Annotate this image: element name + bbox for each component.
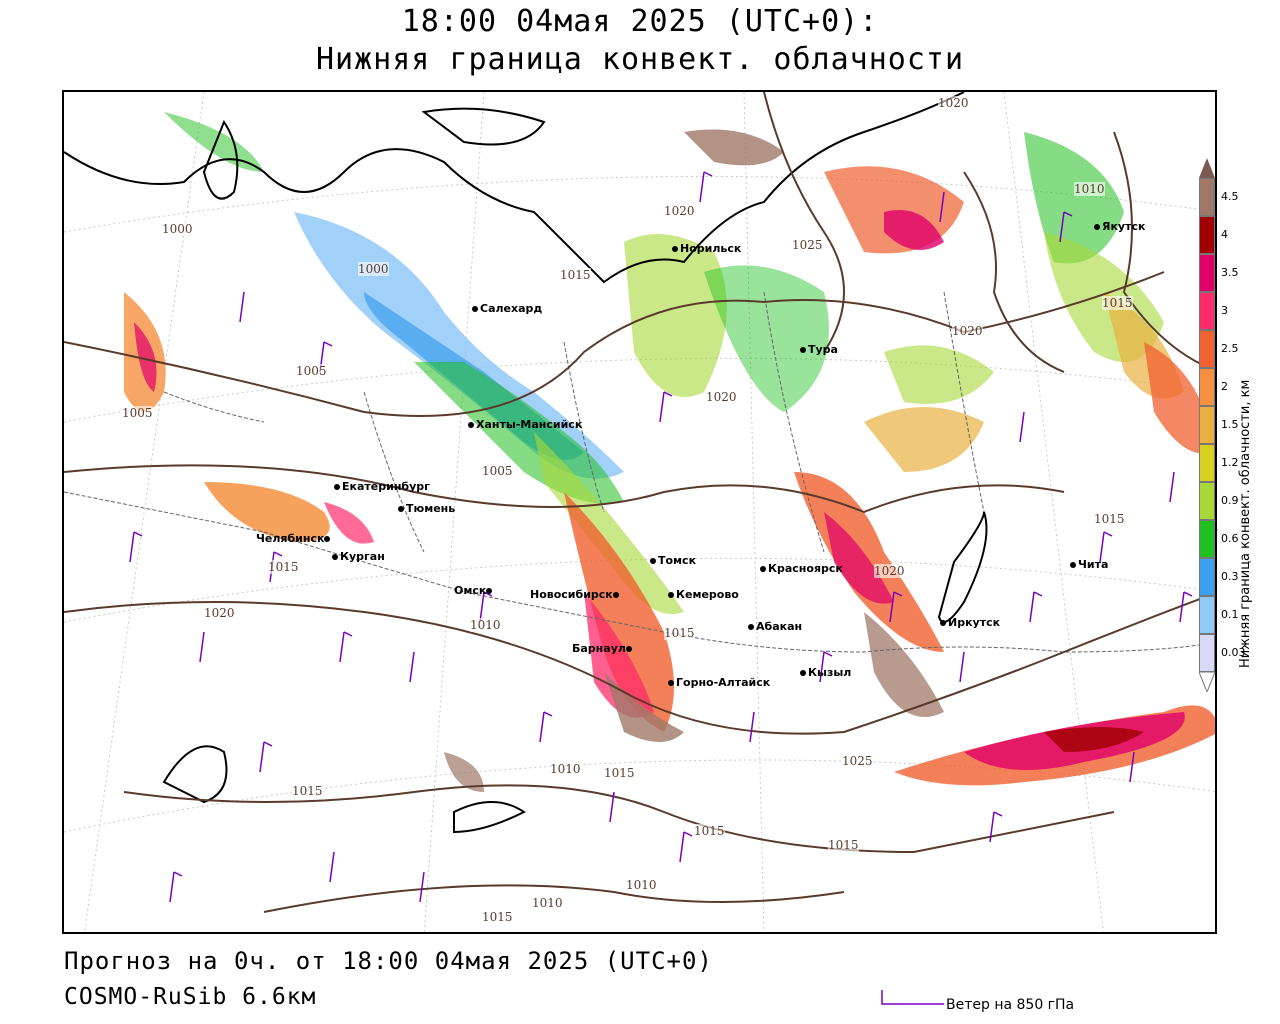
city-chelyabinsk: Челябинск (256, 532, 332, 545)
color-legend: 4.5 4 3.5 3 2.5 2 1.5 1.2 0.9 0.6 0.3 0.… (1199, 158, 1246, 692)
isobar-label: 1025 (842, 754, 873, 768)
legend-label: 0.3 (1221, 570, 1239, 583)
isobar-label: 1010 (626, 878, 657, 892)
legend-label: 0.9 (1221, 494, 1239, 507)
isobar-label: 1000 (358, 262, 389, 276)
isobar-label: 1005 (122, 406, 153, 420)
isobar-label: 1005 (482, 464, 513, 478)
legend-label: 1.5 (1221, 418, 1239, 431)
model-name: COSMO-RuSib 6.6км (64, 984, 317, 1010)
city-ekaterinburg: Екатеринбург (334, 480, 430, 493)
legend-label: 0.03 (1221, 646, 1246, 659)
isobar-label: 1010 (532, 896, 563, 910)
isobar-label: 1025 (792, 238, 823, 252)
city-yakutsk: Якутск (1094, 220, 1145, 233)
city-norilsk: Норильск (672, 242, 741, 255)
map-area: Норильск Якутск Салехард Тура Ханты-Манс… (62, 90, 1217, 934)
isobar-label: 1015 (694, 824, 725, 838)
legend-label: 4 (1221, 228, 1228, 241)
legend-title: Нижняя граница конвект. облачности, км (1238, 379, 1253, 668)
city-tomsk: Томск (650, 554, 696, 567)
isobar-label: 1015 (664, 626, 695, 640)
city-salekhard: Салехард (472, 302, 542, 315)
legend-swatch (1199, 444, 1215, 482)
legend-bottom-arrow (1199, 672, 1216, 692)
isobar-label: 1020 (664, 204, 695, 218)
legend-swatch (1199, 482, 1215, 520)
forecast-info: Прогноз на 0ч. от 18:00 04мая 2025 (UTC+… (64, 947, 713, 975)
legend-swatch (1199, 520, 1215, 558)
legend-swatch (1199, 634, 1215, 672)
city-tyumen: Тюмень (398, 502, 455, 515)
legend-swatch (1199, 368, 1215, 406)
legend-label: 4.5 (1221, 190, 1239, 203)
isobar-label: 1020 (952, 324, 983, 338)
coastline (64, 92, 988, 834)
legend-top-arrow (1199, 158, 1215, 178)
isobar-label: 1020 (874, 564, 905, 578)
wind-legend-label: Ветер на 850 гПа (946, 997, 1075, 1013)
city-kyzyl: Кызыл (800, 666, 851, 679)
isobar-label: 1000 (162, 222, 193, 236)
isobar-label: 1015 (560, 268, 591, 282)
city-krasnoyarsk: Красноярск (760, 562, 843, 575)
map-title: 18:00 04мая 2025 (UTC+0): (401, 4, 879, 39)
legend-label: 0.6 (1221, 532, 1239, 545)
isobar-label: 1010 (1074, 182, 1105, 196)
legend-swatch (1199, 254, 1215, 292)
isobar-label: 1015 (828, 838, 859, 852)
legend-swatch (1199, 216, 1215, 254)
map-subtitle: Нижняя граница конвект. облачности (315, 42, 965, 77)
isobar-label: 1015 (1102, 296, 1133, 310)
isobar-label: 1015 (268, 560, 299, 574)
legend-swatch (1199, 406, 1215, 444)
legend-swatch (1199, 558, 1215, 596)
isobar-label: 1010 (470, 618, 501, 632)
city-gorno-altaysk: Горно-Алтайск (668, 676, 770, 689)
city-novosibirsk: Новосибирск (530, 588, 621, 601)
legend-swatch (1199, 596, 1215, 634)
legend-label: 2 (1221, 380, 1228, 393)
city-irkutsk: Иркутск (940, 616, 1000, 629)
isobar-label: 1020 (204, 606, 235, 620)
legend-label: 3.5 (1221, 266, 1239, 279)
isobar-label: 1020 (706, 390, 737, 404)
legend-swatch (1199, 178, 1215, 216)
isobar-label: 1015 (1094, 512, 1125, 526)
map-canvas (64, 92, 1215, 932)
isobar-label: 1015 (292, 784, 323, 798)
city-tura: Тура (800, 343, 838, 356)
isobar-label: 1015 (604, 766, 635, 780)
legend-label: 1.2 (1221, 456, 1239, 469)
city-barnaul: Барнаул (572, 642, 634, 655)
city-chita: Чита (1070, 558, 1108, 571)
isobar-label: 1005 (296, 364, 327, 378)
wind-barbs (129, 171, 1193, 903)
legend-swatch (1199, 330, 1215, 368)
isobar-lines (64, 92, 1215, 913)
legend-swatch (1199, 292, 1215, 330)
isobar-label: 1010 (550, 762, 581, 776)
isobar-label: 1020 (938, 96, 969, 110)
city-kemerovo: Кемерово (668, 588, 739, 601)
legend-label: 2.5 (1221, 342, 1239, 355)
city-khanty-mansiysk: Ханты-Мансийск (468, 418, 582, 431)
city-abakan: Абакан (748, 620, 802, 633)
wind-barb-icon (881, 990, 944, 1005)
city-omsk: Омск (454, 584, 494, 597)
legend-label: 0.1 (1221, 608, 1239, 621)
city-kurgan: Курган (332, 550, 385, 563)
cloud-base-field (124, 112, 1215, 792)
isobar-label: 1015 (482, 910, 513, 924)
legend-label: 3 (1221, 304, 1228, 317)
